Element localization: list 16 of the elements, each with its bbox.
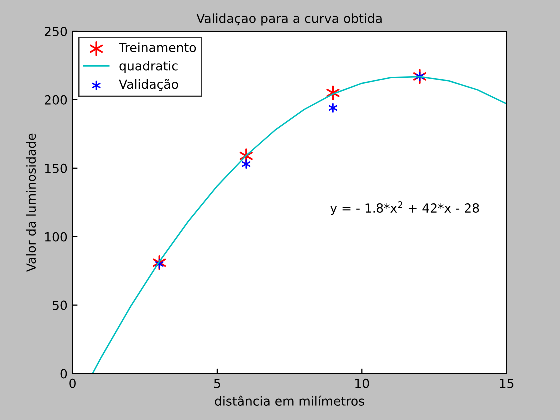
legend-label: quadratic [120, 61, 178, 74]
annotation: y = - 1.8*x$^{2}$ + 42*x - 28 [330, 202, 480, 216]
x-tick-label: 5 [214, 379, 220, 388]
x-tick-label: 15 [500, 379, 514, 388]
y-tick-label: 200 [44, 95, 68, 105]
y-tick-label: 0 [60, 369, 68, 379]
legend-label: Treinamento [119, 42, 196, 52]
y-tick-label: 50 [52, 300, 68, 310]
x-tick-label: 10 [356, 378, 370, 388]
y-tick-label: 150 [45, 164, 68, 174]
y-tick-label: 250 [44, 26, 68, 36]
y-axis-title: Valor da luminosidade [26, 134, 36, 272]
y-tick-label: 100 [45, 232, 68, 242]
chart-title: Validaçao para a curva obtida [196, 14, 382, 26]
x-axis-title: distância em milímetros [215, 396, 364, 406]
x-tick-label: 0 [70, 378, 76, 388]
